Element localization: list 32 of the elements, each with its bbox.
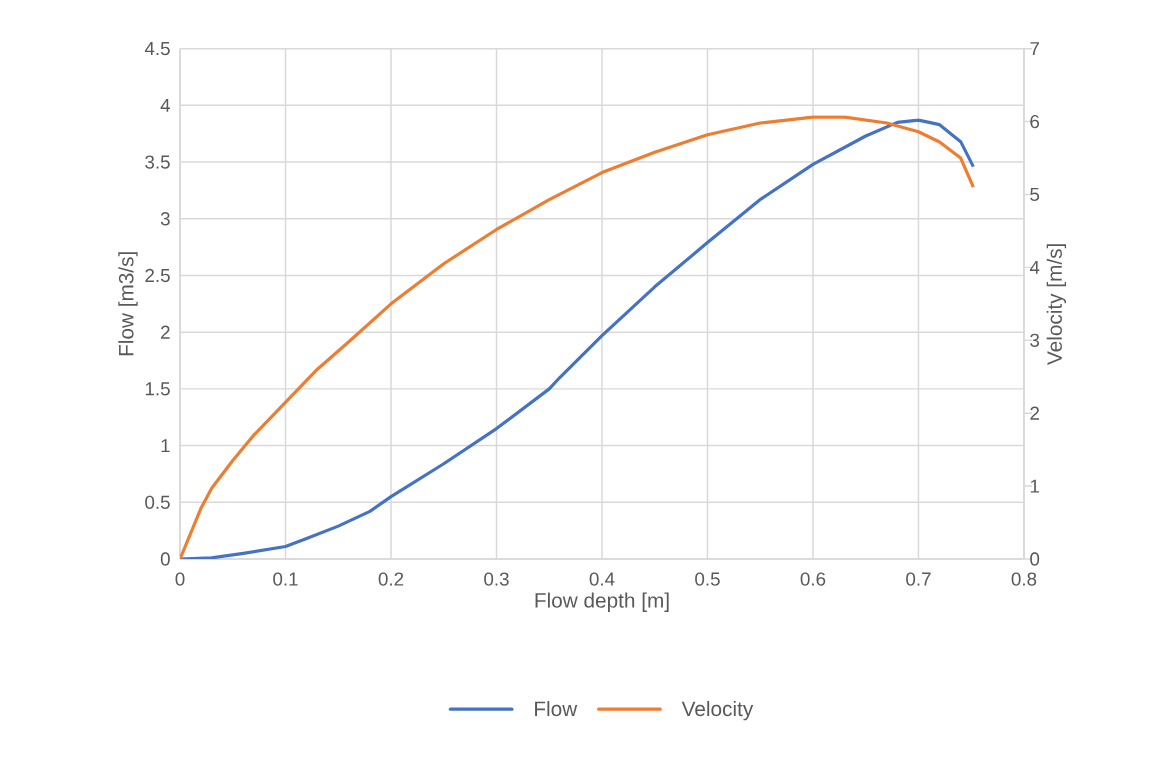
y2-tick-label: 5 — [1030, 187, 1040, 201]
y2-axis-title: Velocity [m/s] — [1046, 243, 1067, 365]
y2-tick-label: 3 — [1030, 333, 1040, 347]
y2-tick-label: 0 — [1030, 552, 1040, 566]
x-tick-label: 0.1 — [273, 572, 298, 586]
x-axis-title: Flow depth [m] — [535, 592, 669, 612]
y-tick-label: 3.5 — [145, 155, 170, 169]
y2-tick-label: 2 — [1030, 406, 1039, 420]
x-tick-label: 0.3 — [484, 572, 509, 586]
x-tick-label: 0.7 — [906, 572, 931, 586]
y-tick-label: 1.5 — [145, 382, 170, 396]
y-tick-label: 1 — [161, 438, 170, 452]
x-tick-label: 0.4 — [589, 572, 615, 586]
y-tick-label: 0 — [160, 552, 170, 566]
y-tick-label: 0.5 — [145, 495, 170, 509]
y2-tick-label: 1 — [1030, 479, 1039, 493]
y-tick-label: 4.5 — [144, 41, 170, 56]
y2-tick-label: 6 — [1030, 114, 1040, 129]
x-tick-label: 0.5 — [695, 572, 720, 586]
x-tick-label: 0.8 — [1011, 572, 1037, 586]
x-tick-label: 0.6 — [800, 572, 826, 586]
y-tick-label: 2 — [161, 325, 170, 339]
y-tick-label: 4 — [160, 98, 171, 112]
y-axis-title: Flow [m3/s] — [118, 252, 138, 356]
y2-tick-label: 4 — [1029, 260, 1040, 274]
y-tick-label: 2.5 — [145, 268, 170, 282]
x-tick-label: 0 — [175, 572, 185, 586]
legend-label: Flow — [535, 700, 578, 717]
x-tick-label: 0.2 — [378, 572, 404, 586]
y-tick-label: 3 — [160, 211, 170, 226]
legend-label: Velocity — [681, 700, 754, 721]
y2-tick-label: 7 — [1030, 42, 1039, 55]
